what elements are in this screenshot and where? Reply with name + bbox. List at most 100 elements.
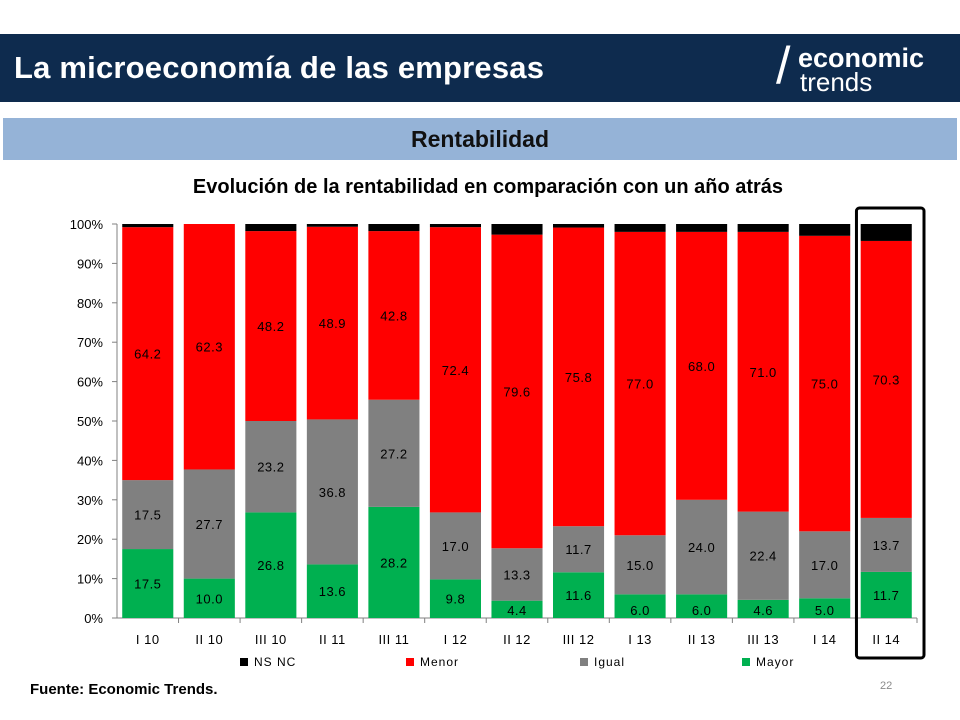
bar-mayor: [122, 549, 174, 618]
data-label: 68.0: [688, 359, 715, 374]
x-tick-label: III 11: [378, 632, 409, 647]
data-label: 11.6: [565, 588, 591, 603]
header-bar: La microeconomía de las empresas / econo…: [0, 34, 960, 102]
data-label: 22.4: [749, 549, 776, 564]
bar-igual: [306, 419, 358, 565]
data-label: 48.2: [257, 319, 284, 334]
bar-ns-nc: [368, 224, 420, 232]
bar-igual: [614, 535, 666, 595]
bar-menor: [245, 231, 297, 421]
logo-text-economic: economic: [798, 43, 925, 73]
data-label: 17.5: [134, 577, 161, 592]
bar-igual: [676, 499, 728, 595]
data-label: 79.6: [503, 384, 530, 399]
y-tick-label: 50%: [77, 414, 103, 429]
bar-menor: [491, 234, 543, 549]
legend-swatch: [240, 658, 248, 666]
bar-mayor: [245, 512, 297, 618]
data-label: 4.6: [753, 603, 773, 618]
bar-menor: [737, 231, 789, 512]
x-tick-label: I 12: [444, 632, 468, 647]
y-tick-label: 60%: [77, 375, 103, 390]
highlight-box: [854, 206, 926, 660]
y-tick-label: 10%: [77, 572, 103, 587]
data-label: 27.7: [196, 517, 223, 532]
legend-swatch: [580, 658, 588, 666]
bar-ns-nc: [737, 224, 789, 232]
bar-mayor: [614, 594, 666, 618]
bar-mayor: [429, 579, 481, 618]
page-title: La microeconomía de las empresas: [14, 50, 545, 85]
legend-label: NS NC: [254, 655, 296, 669]
bar-menor: [860, 240, 912, 518]
bar-igual: [737, 511, 789, 600]
x-tick-label: III 10: [255, 632, 287, 647]
bar-ns-nc: [306, 224, 358, 227]
bar-mayor: [183, 578, 235, 618]
legend-label: Igual: [594, 655, 625, 669]
data-label: 6.0: [692, 603, 712, 618]
x-tick-label: II 14: [872, 632, 900, 647]
bar-ns-nc: [614, 224, 666, 232]
x-tick-label: III 13: [747, 632, 779, 647]
bar-igual: [122, 480, 174, 550]
stacked-bar-chart: Evolución de la rentabilidad en comparac…: [70, 176, 926, 669]
bar-igual: [799, 531, 851, 599]
data-label: 70.3: [873, 372, 900, 387]
bar-ns-nc: [245, 224, 297, 232]
data-label: 5.0: [815, 603, 835, 618]
bar-ns-nc: [491, 224, 543, 235]
economic-trends-logo: / economic trends: [776, 40, 946, 98]
bar-mayor: [368, 506, 420, 618]
data-label: 71.0: [749, 365, 776, 380]
page-number: 22: [880, 680, 893, 692]
bar-menor: [306, 226, 358, 420]
bar-menor: [183, 224, 235, 470]
logo-slash-mark: /: [776, 37, 791, 95]
data-label: 17.0: [811, 558, 838, 573]
data-label: 64.2: [134, 347, 161, 362]
data-label: 26.8: [257, 558, 284, 573]
bar-mayor: [676, 594, 728, 618]
data-label: 23.2: [257, 460, 284, 475]
x-tick-label: II 12: [503, 632, 531, 647]
bar-ns-nc: [799, 224, 851, 236]
bar-igual: [491, 548, 543, 601]
data-label: 72.4: [442, 363, 469, 378]
y-tick-label: 20%: [77, 532, 103, 547]
bar-mayor: [737, 599, 789, 618]
logo-text-trends: trends: [800, 67, 873, 97]
data-label: 17.5: [134, 508, 161, 523]
x-tick-label: I 13: [628, 632, 652, 647]
section-title: Rentabilidad: [410, 126, 549, 152]
bar-igual: [183, 469, 235, 579]
data-label: 48.9: [319, 316, 346, 331]
bar-menor: [429, 227, 481, 513]
y-tick-label: 30%: [77, 493, 103, 508]
bar-mayor: [491, 600, 543, 618]
data-label: 4.4: [507, 603, 527, 618]
data-label: 9.8: [446, 592, 466, 607]
data-label: 75.8: [565, 370, 592, 385]
data-label: 77.0: [626, 377, 653, 392]
bar-ns-nc: [553, 224, 605, 228]
section-bar: Rentabilidad: [3, 118, 957, 160]
bar-igual: [429, 512, 481, 580]
data-label: 13.6: [319, 584, 346, 599]
bar-ns-nc: [122, 224, 174, 228]
bar-menor: [799, 235, 851, 532]
x-tick-label: II 11: [319, 632, 346, 647]
bar-ns-nc: [860, 224, 912, 241]
y-tick-label: 40%: [77, 453, 103, 468]
data-label: 10.0: [196, 591, 223, 606]
x-tick-label: II 10: [195, 632, 223, 647]
bar-ns-nc: [676, 224, 728, 232]
bar-mayor: [306, 564, 358, 618]
x-tick-label: I 14: [813, 632, 837, 647]
bar-igual: [245, 421, 297, 513]
data-label: 75.0: [811, 377, 838, 392]
data-label: 15.0: [626, 558, 653, 573]
legend-label: Menor: [420, 655, 459, 669]
bar-ns-nc: [429, 224, 481, 228]
data-label: 11.7: [565, 542, 591, 557]
